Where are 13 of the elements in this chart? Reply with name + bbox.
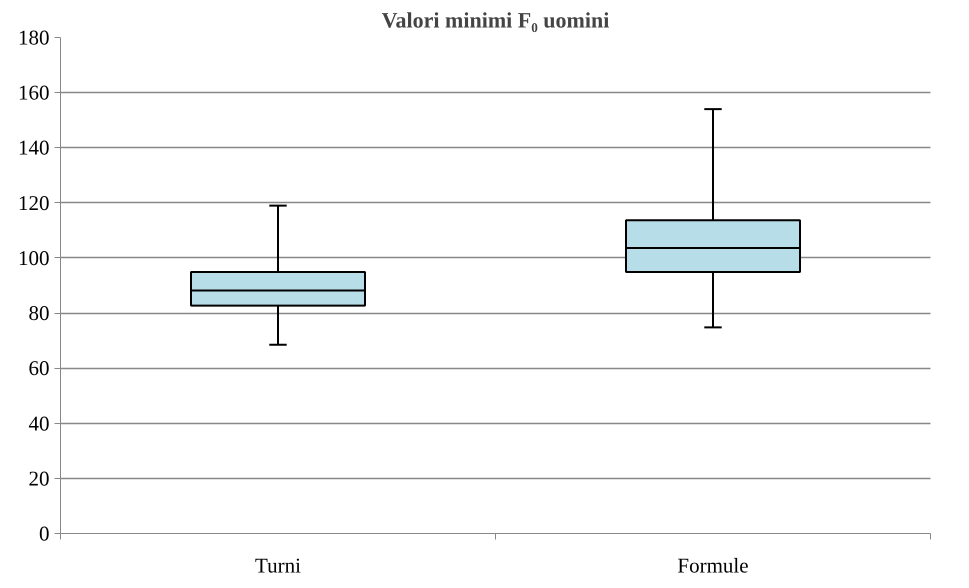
- y-tick-label: 80: [28, 301, 50, 326]
- y-tick-label: 60: [28, 356, 50, 380]
- y-tick-label: 40: [28, 411, 50, 436]
- x-tick-label: Formule: [677, 554, 749, 578]
- y-tick-label: 100: [18, 246, 50, 270]
- y-tick-label: 180: [18, 26, 50, 50]
- y-tick-label: 140: [18, 136, 50, 160]
- x-tick-label: Turni: [255, 554, 302, 578]
- y-tick-label: 120: [18, 190, 50, 215]
- y-tick-label: 160: [18, 80, 50, 105]
- y-tick-label: 20: [28, 466, 50, 490]
- chart-title: Valori minimi F₀ uomini: [382, 8, 610, 32]
- y-tick-label: 0: [39, 522, 50, 546]
